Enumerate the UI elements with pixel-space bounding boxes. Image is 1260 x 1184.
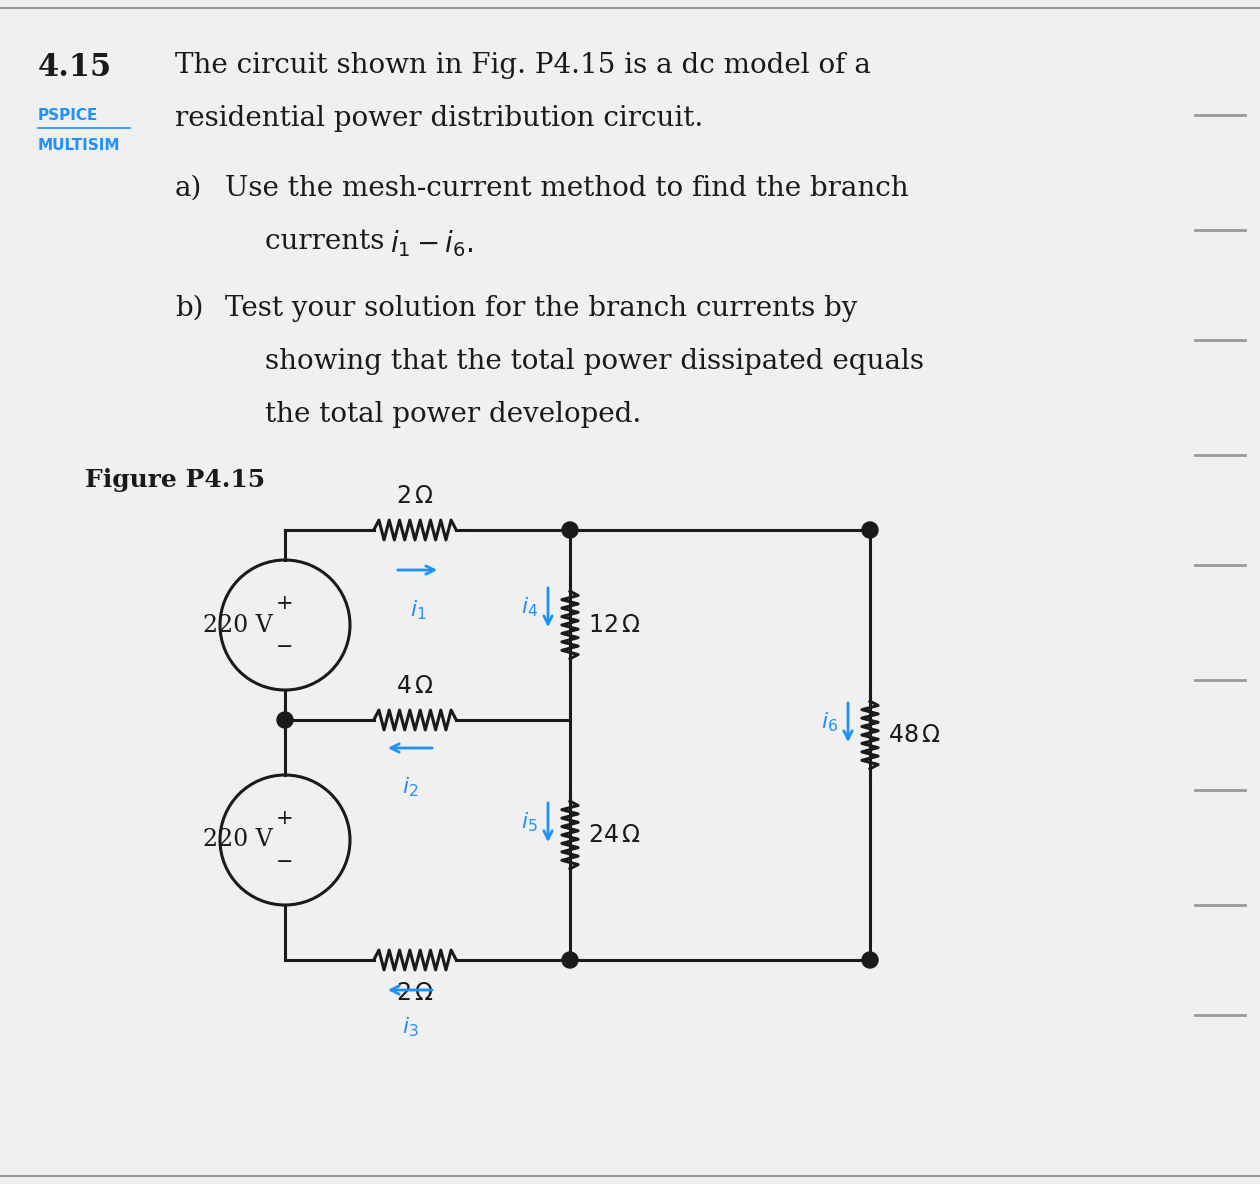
Text: $i_5$: $i_5$	[522, 810, 538, 834]
Text: Test your solution for the branch currents by: Test your solution for the branch curren…	[226, 295, 857, 322]
Text: 220 V: 220 V	[203, 829, 273, 851]
Text: MULTISIM: MULTISIM	[38, 139, 121, 153]
Text: −: −	[276, 852, 294, 871]
Text: $12\,\Omega$: $12\,\Omega$	[588, 613, 641, 637]
Text: Figure P4.15: Figure P4.15	[84, 468, 265, 493]
Text: showing that the total power dissipated equals: showing that the total power dissipated …	[265, 348, 924, 375]
Text: b): b)	[175, 295, 204, 322]
Text: the total power developed.: the total power developed.	[265, 401, 641, 427]
Text: $i_2$: $i_2$	[402, 776, 418, 798]
Circle shape	[562, 522, 578, 538]
Text: $2\,\Omega$: $2\,\Omega$	[396, 982, 433, 1005]
Text: $i_1$: $i_1$	[410, 598, 426, 622]
Text: $4\,\Omega$: $4\,\Omega$	[396, 675, 433, 699]
Text: $24\,\Omega$: $24\,\Omega$	[588, 824, 641, 847]
Circle shape	[277, 712, 294, 728]
Text: The circuit shown in Fig. P4.15 is a dc model of a: The circuit shown in Fig. P4.15 is a dc …	[175, 52, 871, 79]
Circle shape	[862, 522, 878, 538]
Text: currents: currents	[265, 229, 393, 255]
Text: $i_6$: $i_6$	[822, 710, 838, 734]
Text: Use the mesh-current method to find the branch: Use the mesh-current method to find the …	[226, 175, 908, 202]
Text: +: +	[276, 809, 294, 828]
Text: $48\,\Omega$: $48\,\Omega$	[888, 723, 941, 746]
Circle shape	[862, 952, 878, 969]
Circle shape	[562, 952, 578, 969]
Text: PSPICE: PSPICE	[38, 108, 98, 123]
Text: $i_1 - i_6$.: $i_1 - i_6$.	[391, 229, 474, 259]
Text: $i_4$: $i_4$	[520, 596, 538, 619]
Text: residential power distribution circuit.: residential power distribution circuit.	[175, 105, 703, 131]
Text: 220 V: 220 V	[203, 613, 273, 637]
Text: 4.15: 4.15	[38, 52, 112, 83]
Text: $2\,\Omega$: $2\,\Omega$	[396, 485, 433, 508]
Text: $i_3$: $i_3$	[402, 1015, 418, 1038]
Text: +: +	[276, 593, 294, 612]
Text: −: −	[276, 637, 294, 656]
Text: a): a)	[175, 175, 203, 202]
